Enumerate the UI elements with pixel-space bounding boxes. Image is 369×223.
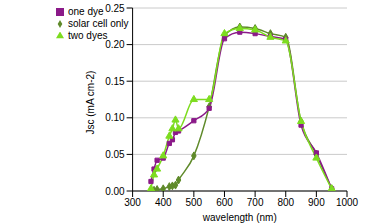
svg-text:1000: 1000 (336, 197, 359, 208)
html-text:two dyes: two dyes (68, 30, 108, 41)
svg-text:500: 500 (186, 197, 203, 208)
svg-text:600: 600 (216, 197, 233, 208)
svg-text:0.05: 0.05 (105, 149, 125, 160)
svg-text:300: 300 (124, 197, 141, 208)
svg-text:0.20: 0.20 (105, 39, 125, 50)
html-text:one dye: one dye (68, 6, 104, 17)
svg-text:Jsc (mA cm-2): Jsc (mA cm-2) (85, 71, 96, 135)
svg-text:0.15: 0.15 (105, 76, 125, 87)
svg-text:0.25: 0.25 (105, 3, 125, 14)
svg-text:700: 700 (247, 197, 264, 208)
svg-text:wavelength (nm): wavelength (nm) (202, 212, 277, 223)
html-text:solar cell only: solar cell only (68, 18, 129, 29)
svg-text:900: 900 (308, 197, 325, 208)
svg-text:800: 800 (277, 197, 294, 208)
svg-text:0.10: 0.10 (105, 112, 125, 123)
svg-text:400: 400 (155, 197, 172, 208)
svg-text:0.00: 0.00 (105, 186, 125, 197)
